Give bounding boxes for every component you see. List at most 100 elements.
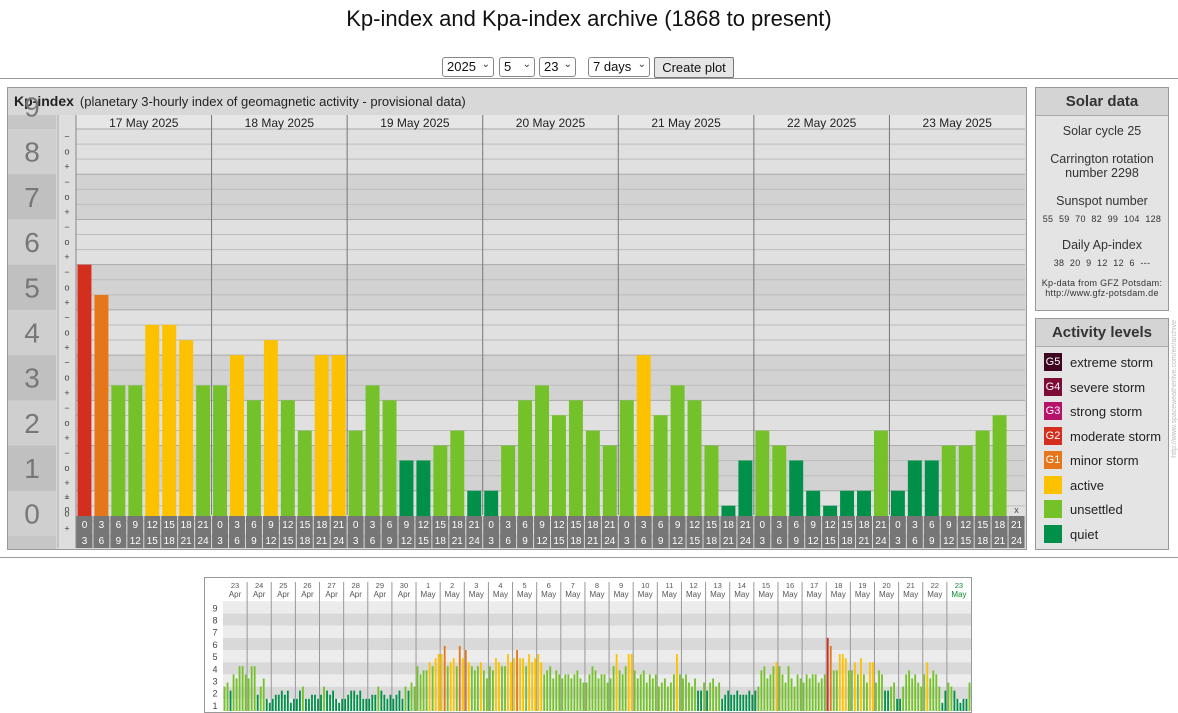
mini-kp-bar xyxy=(838,654,841,711)
hour-end: 21 xyxy=(858,536,870,547)
mini-kp-bar xyxy=(850,670,853,711)
activity-level-label: quiet xyxy=(1070,526,1099,542)
hour-end: 12 xyxy=(808,536,820,547)
hour-cell xyxy=(686,516,703,548)
mini-kp-bar xyxy=(618,670,621,711)
hour-cell xyxy=(364,516,381,548)
mini-kp-bar xyxy=(884,690,886,711)
mini-kp-bar xyxy=(666,686,669,711)
mini-day-number: 8 xyxy=(595,581,599,590)
mini-day-number: 3 xyxy=(474,581,478,590)
y-minor-tick: o xyxy=(64,463,69,473)
y-minor-tick: + xyxy=(64,492,69,502)
mini-month-label: May xyxy=(951,590,966,599)
hour-end: 9 xyxy=(793,536,799,547)
hour-end: 12 xyxy=(943,536,955,547)
hour-end: 12 xyxy=(130,536,142,547)
mini-day-number: 20 xyxy=(882,581,890,590)
hour-start: 18 xyxy=(181,520,193,531)
hour-cell xyxy=(856,516,872,548)
month-select[interactable]: 5 ⌄ xyxy=(499,57,535,77)
hour-start: 0 xyxy=(217,520,223,531)
mini-kp-bar xyxy=(434,658,437,711)
hour-start: 0 xyxy=(760,520,766,531)
mini-kp-bar xyxy=(561,678,564,711)
mini-kp-bar xyxy=(341,698,344,711)
mini-kp-bar xyxy=(751,694,754,711)
mini-kp-bar xyxy=(609,678,612,711)
mini-kp-bar xyxy=(389,694,392,711)
hour-start: 6 xyxy=(387,520,393,531)
mini-kp-bar xyxy=(663,678,666,711)
kp-bar xyxy=(111,385,126,536)
hour-start: 9 xyxy=(133,520,139,531)
solar-data-panel: Solar data Solar cycle 25 Carrington rot… xyxy=(1035,87,1169,311)
mini-kp-bar xyxy=(455,666,458,711)
day-select[interactable]: 23 ⌄ xyxy=(539,57,576,77)
hour-end: 21 xyxy=(994,536,1006,547)
mini-kp-bar xyxy=(525,666,528,711)
hour-start: 15 xyxy=(164,520,176,531)
mini-kp-bar xyxy=(464,650,467,711)
hour-cell xyxy=(212,516,229,548)
mini-kp-bar xyxy=(362,698,365,711)
y-minor-tick: + xyxy=(64,162,69,172)
hour-start: 12 xyxy=(960,520,972,531)
hour-cell xyxy=(923,516,940,548)
mini-kp-bar xyxy=(398,690,401,711)
y-axis-unit-band xyxy=(8,174,56,220)
mini-kp-bar xyxy=(585,682,588,711)
mini-kp-bar xyxy=(359,690,362,711)
create-plot-button[interactable]: Create plot xyxy=(654,57,734,78)
unit-band xyxy=(76,309,1025,356)
mini-kp-bar xyxy=(226,682,229,711)
mini-kp-bar xyxy=(802,682,805,711)
hour-start: 6 xyxy=(116,520,122,531)
mini-kp-bar xyxy=(881,674,883,711)
mini-kp-bar xyxy=(947,682,950,711)
mini-y-tick: 2 xyxy=(212,689,217,699)
hour-end: 21 xyxy=(452,536,464,547)
mini-y-tick: 1 xyxy=(212,701,217,711)
hour-cell xyxy=(567,516,584,548)
activity-level-item: G4 severe storm xyxy=(1044,377,1164,398)
period-select[interactable]: 7 days ⌄ xyxy=(588,57,650,77)
activity-level-item: unsettled xyxy=(1044,500,1164,520)
mini-kp-bar xyxy=(449,662,452,711)
mini-kp-bar xyxy=(766,678,769,711)
mini-kp-bar xyxy=(238,666,241,711)
kp-bar xyxy=(145,324,160,536)
kp-bar xyxy=(602,445,617,536)
mini-month-label: May xyxy=(927,590,942,599)
hour-cell xyxy=(296,516,313,548)
mini-kp-bar xyxy=(603,674,606,711)
missing-mark: x xyxy=(1014,505,1019,515)
mini-kp-bar xyxy=(778,666,781,711)
hour-end: 12 xyxy=(401,536,413,547)
solar-data-title: Solar data xyxy=(1036,88,1168,116)
year-select[interactable]: 2025 ⌄ xyxy=(442,57,494,77)
mini-kp-bar xyxy=(335,698,338,711)
hour-start: 9 xyxy=(404,520,410,531)
mini-kp-bar xyxy=(431,666,434,711)
mini-kp-bar xyxy=(534,658,537,711)
hour-start: 15 xyxy=(299,520,311,531)
mini-kp-bar xyxy=(700,690,702,711)
mini-kp-bar xyxy=(253,666,256,711)
hour-start: 21 xyxy=(1011,520,1023,531)
hour-start: 3 xyxy=(99,520,105,531)
mini-kp-bar xyxy=(866,682,868,711)
kp-bar xyxy=(179,340,194,536)
hour-cell xyxy=(313,516,330,548)
mini-kp-bar xyxy=(443,645,446,711)
hour-end: 24 xyxy=(1011,536,1023,547)
mini-kp-bar xyxy=(775,662,778,711)
mini-kp-bar xyxy=(814,674,817,711)
y-minor-tick: − xyxy=(64,267,69,277)
hour-cell xyxy=(178,516,195,548)
hour-cell xyxy=(940,516,957,548)
kp-bar xyxy=(382,400,397,536)
mini-month-label: May xyxy=(421,590,436,599)
mini-kp-bar xyxy=(479,662,482,711)
